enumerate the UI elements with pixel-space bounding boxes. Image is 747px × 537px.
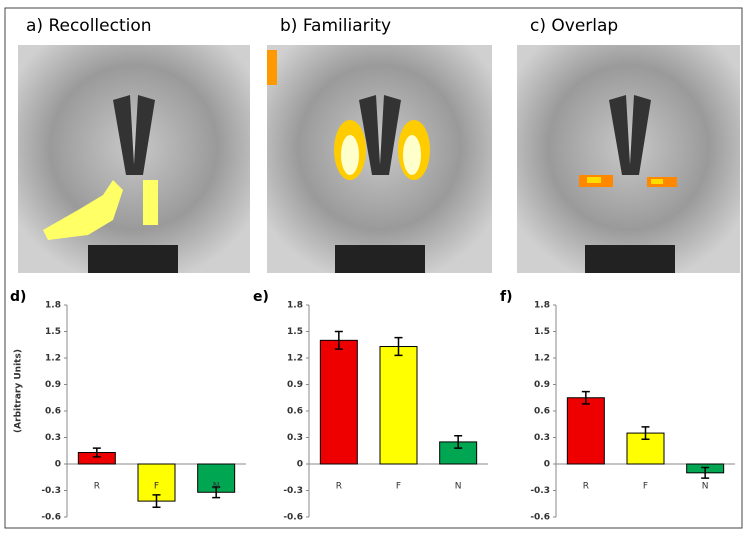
y-tick-label: 1.2 [287,354,303,364]
y-tick-label: 1.8 [45,301,61,311]
y-tick-label: 0.9 [287,380,303,390]
figure: a) Recollection b) Familiarity c) Overla… [0,0,747,533]
y-tick-label: -0.6 [283,513,303,523]
y-tick-label: 0 [55,460,61,470]
y-tick-label: 0.9 [45,380,61,390]
y-tick-label: 0.3 [534,433,550,443]
y-tick-label: 0.6 [45,407,61,417]
x-tick-label: N [702,482,709,492]
y-tick-label: 0.6 [287,407,303,417]
x-tick-label: N [455,482,462,492]
y-tick-label: 0 [297,460,303,470]
x-tick-label: N [213,482,220,492]
y-tick-label: 1.8 [287,301,303,311]
chart-label: d) [10,289,26,305]
y-tick-label: -0.3 [41,486,61,496]
x-tick-label: F [154,482,159,492]
y-tick-label: 0.9 [534,380,550,390]
y-tick-label: 0.6 [534,407,550,417]
y-tick-label: 1.5 [287,327,303,337]
bar [380,347,417,464]
chart-label: e) [253,289,269,305]
y-tick-label: 0.3 [287,433,303,443]
y-tick-label: 1.2 [45,354,61,364]
x-tick-label: R [336,482,342,492]
x-tick-label: F [396,482,401,492]
panel-label: c) Overlap [530,16,618,36]
y-tick-label: 1.2 [534,354,550,364]
y-tick-label: 1.5 [534,327,550,337]
brain-images [18,45,740,273]
panel-label: a) Recollection [26,16,152,36]
panel-label: b) Familiarity [280,16,391,36]
y-axis-label: (Arbitrary Units) [14,349,24,433]
x-tick-label: F [643,482,648,492]
y-tick-label: 1.8 [534,301,550,311]
x-tick-label: R [583,482,589,492]
y-tick-label: -0.6 [41,513,61,523]
bar [567,398,604,464]
y-tick-label: -0.6 [530,513,550,523]
y-tick-label: -0.3 [530,486,550,496]
y-tick-label: 0.3 [45,433,61,443]
y-tick-label: 1.5 [45,327,61,337]
chart-label: f) [500,289,513,305]
y-tick-label: 0 [544,460,550,470]
x-tick-label: R [94,482,100,492]
y-tick-label: -0.3 [283,486,303,496]
bar [320,340,357,464]
